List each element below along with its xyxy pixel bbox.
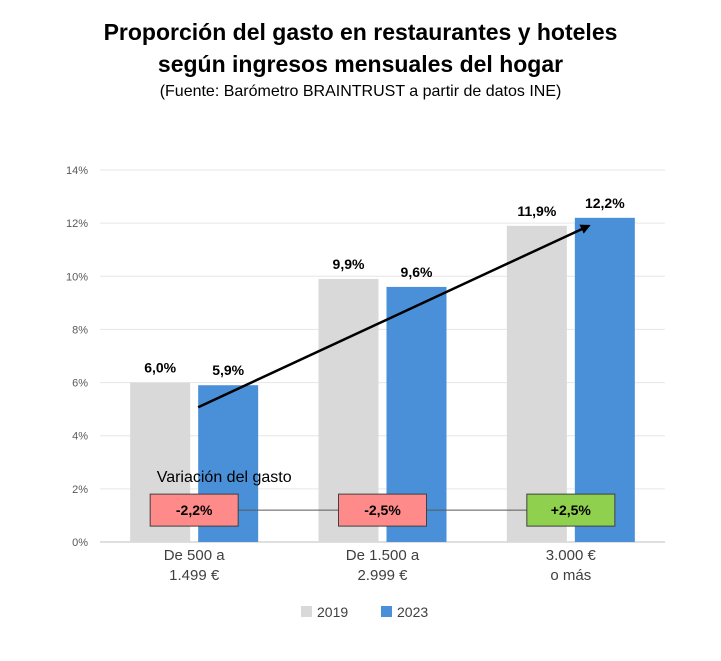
y-tick-label: 0% bbox=[72, 537, 88, 549]
y-tick-label: 10% bbox=[66, 271, 88, 283]
x-category-label: 3.000 € bbox=[546, 547, 597, 564]
variation-value: -2,2% bbox=[176, 502, 213, 518]
bar-2019 bbox=[506, 225, 567, 543]
legend-label-2019: 2019 bbox=[317, 604, 348, 620]
data-label: 12,2% bbox=[585, 195, 625, 211]
y-tick-label: 8% bbox=[72, 324, 88, 336]
y-tick-label: 14% bbox=[66, 165, 88, 177]
x-category-label: De 500 a bbox=[164, 547, 226, 564]
variation-title: Variación del gasto bbox=[157, 469, 292, 486]
legend-label-2023: 2023 bbox=[397, 604, 428, 620]
variation-box bbox=[149, 493, 239, 527]
title-block: Proporción del gasto en restaurantes y h… bbox=[0, 16, 721, 102]
bar-2023 bbox=[574, 217, 635, 543]
data-label: 11,9% bbox=[517, 203, 556, 219]
y-tick-label: 6% bbox=[72, 378, 88, 390]
variation-value: +2,5% bbox=[551, 502, 592, 518]
x-category-label: 2.999 € bbox=[357, 567, 408, 584]
variation-value: -2,5% bbox=[364, 502, 401, 518]
data-label: 6,0% bbox=[144, 360, 176, 376]
trend-arrow bbox=[197, 224, 591, 409]
data-label: 9,6% bbox=[401, 264, 433, 280]
x-category-label: o más bbox=[550, 567, 591, 584]
variation-box bbox=[526, 493, 616, 527]
x-category-label: De 1.500 a bbox=[346, 547, 420, 564]
chart-subtitle: (Fuente: Barómetro BRAINTRUST a partir d… bbox=[159, 83, 562, 100]
chart-title-line1: Proporción del gasto en restaurantes y h… bbox=[103, 19, 618, 45]
legend-swatch-2023 bbox=[381, 606, 392, 617]
y-tick-label: 12% bbox=[66, 218, 88, 230]
x-category-label: 1.499 € bbox=[169, 567, 220, 584]
legend-swatch-2019 bbox=[301, 606, 312, 617]
chart-title-line2: según ingresos mensuales del hogar bbox=[157, 51, 564, 77]
data-label: 5,9% bbox=[212, 362, 244, 378]
y-tick-label: 4% bbox=[72, 431, 88, 443]
data-label: 9,9% bbox=[333, 256, 365, 272]
y-tick-label: 2% bbox=[72, 484, 88, 496]
variation-box bbox=[338, 493, 427, 527]
